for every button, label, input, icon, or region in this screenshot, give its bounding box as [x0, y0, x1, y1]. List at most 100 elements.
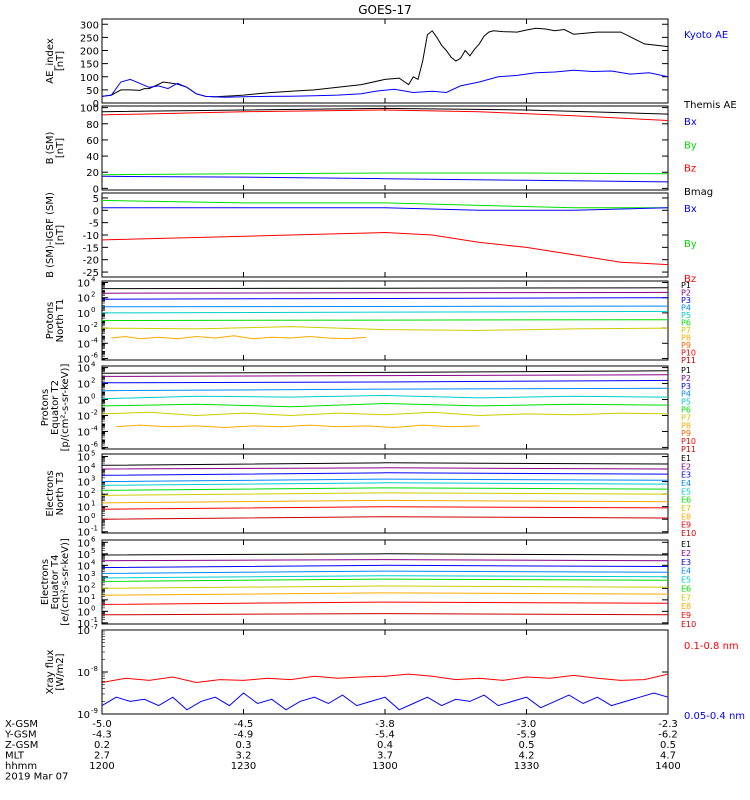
- legend-label: E5: [681, 576, 691, 585]
- y-tick-exponent: 0: [91, 306, 95, 314]
- series-line-p8: [116, 424, 480, 429]
- series-line-0-1-0-8-nm: [101, 673, 669, 684]
- x-row-value: -5.0: [92, 719, 112, 730]
- legend-label: E9: [681, 521, 691, 530]
- x-row-value: 1200: [89, 761, 114, 772]
- y-tick-label: 0: [93, 184, 99, 195]
- y-tick-label: 10: [77, 584, 90, 595]
- x-row-value: -3.8: [375, 719, 395, 730]
- x-row-value: 1230: [231, 761, 256, 772]
- y-tick-exponent: -9: [91, 707, 98, 715]
- y-tick-label: 10: [77, 626, 90, 637]
- legend-label: P7: [681, 413, 691, 422]
- series-line-p4: [101, 387, 669, 392]
- panel-ae: 0 50 100 150 200 250 300 AE_index [nT] Kyoto AE Th…: [45, 18, 737, 111]
- y-tick-label: 10: [77, 550, 90, 561]
- y-tick-exponent: 4: [91, 361, 96, 369]
- x-row-value: 0.2: [94, 740, 110, 751]
- y-tick-exponent: -2: [91, 408, 98, 416]
- y-tick-label: 10: [77, 411, 90, 422]
- y-tick-label: 10: [77, 710, 90, 721]
- legend-label: P5: [681, 311, 691, 320]
- y-tick-label: 10: [77, 503, 90, 514]
- x-row-value: -6.2: [658, 730, 678, 741]
- panel-frame: [101, 629, 669, 715]
- x-row-value: -4.9: [234, 730, 254, 741]
- panel-frame: [101, 192, 669, 278]
- y-axis-label: Xray flux: [45, 650, 56, 695]
- series-line-p5: [101, 394, 669, 400]
- panel-bsm: 0 20 40 60 80 100 B (SM) [nT] Bx By Bz Bmag: [45, 104, 713, 198]
- legend-label: P2: [681, 289, 691, 298]
- y-tick-exponent: 2: [91, 291, 95, 299]
- y-tick-exponent: 6: [91, 535, 96, 543]
- y-tick-exponent: -4: [91, 336, 99, 344]
- series-line-e7: [101, 492, 669, 496]
- y-axis-label: North T3: [55, 472, 66, 516]
- x-row-name: Y-GSM: [4, 730, 37, 741]
- y-axis-label: [nT]: [55, 225, 66, 245]
- y-tick-label: 10: [77, 515, 90, 526]
- series-line-e1: [101, 462, 669, 466]
- legend-label: Bz: [684, 164, 696, 175]
- y-tick-label: 10: [77, 528, 90, 539]
- legend-label: P9: [681, 341, 691, 350]
- series-line-p2: [101, 291, 669, 294]
- legend-label: P11: [681, 356, 696, 365]
- y-axis-label: North T1: [55, 299, 66, 343]
- x-row-value: 3.7: [377, 751, 393, 762]
- y-tick-label: 10: [77, 478, 90, 489]
- series-line-e9: [101, 601, 669, 605]
- legend-label: P4: [681, 390, 691, 399]
- y-tick-exponent: -8: [91, 665, 98, 673]
- legend-label: P1: [681, 281, 691, 290]
- y-axis-label: Equator T4: [50, 555, 61, 610]
- y-tick-exponent: -1: [91, 525, 98, 533]
- panel-frame: [101, 365, 669, 450]
- y-tick-exponent: 2: [91, 581, 95, 589]
- series-line-bx: [102, 207, 669, 211]
- series-line-by: [101, 172, 669, 176]
- legend-label: P10: [681, 437, 696, 446]
- y-tick-label: 100: [80, 104, 99, 115]
- x-row-value: 0.3: [236, 740, 252, 751]
- y-tick-label: 100: [80, 73, 99, 84]
- y-tick-exponent: 4: [91, 276, 96, 284]
- series-line-p4: [101, 305, 669, 308]
- y-axis-label: Electrons: [40, 559, 51, 605]
- x-row-value: 4.2: [519, 751, 535, 762]
- series-line-e6: [101, 578, 669, 582]
- legend-label: E6: [681, 496, 691, 505]
- legend-label: P9: [681, 429, 691, 438]
- y-tick-exponent: 4: [91, 462, 96, 470]
- y-tick-label: 10: [77, 443, 90, 454]
- y-tick-exponent: 4: [91, 558, 96, 566]
- series-line-e3: [101, 564, 669, 569]
- y-tick-exponent: 3: [91, 475, 95, 483]
- x-row-name: Z-GSM: [5, 740, 38, 751]
- legend-label: P5: [681, 398, 691, 407]
- legend-label: E1: [681, 454, 691, 463]
- legend-label: E5: [681, 487, 691, 496]
- y-tick-label: 10: [77, 364, 90, 375]
- x-row-value: 1330: [514, 761, 539, 772]
- y-tick-exponent: 0: [91, 604, 95, 612]
- series-line-e4: [101, 570, 669, 574]
- y-tick-label: 250: [80, 33, 99, 44]
- x-row-value: -5.4: [375, 730, 395, 741]
- legend-label: Kyoto AE: [684, 30, 728, 41]
- figure-title: GOES-17: [358, 3, 412, 17]
- y-tick-exponent: 0: [91, 393, 95, 401]
- series-line-themis-ae: [101, 69, 669, 98]
- legend-label: E8: [681, 512, 691, 521]
- y-tick-label: -10: [83, 231, 99, 242]
- y-tick-label: 10: [77, 668, 90, 679]
- y-axis-label: Electrons: [45, 470, 56, 516]
- series-line-p5: [101, 310, 669, 314]
- y-tick-label: 40: [86, 152, 99, 163]
- y-tick-exponent: -6: [91, 351, 99, 359]
- y-tick-label: -20: [83, 256, 99, 267]
